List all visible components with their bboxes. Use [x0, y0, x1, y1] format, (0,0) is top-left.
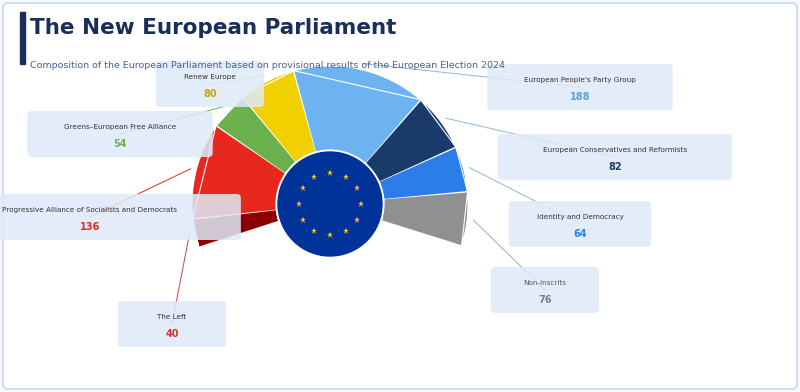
Text: The Left: The Left	[158, 314, 186, 320]
FancyBboxPatch shape	[156, 61, 264, 107]
Text: 136: 136	[80, 222, 100, 232]
Text: Progressive Alliance of Socialists and Democrats: Progressive Alliance of Socialists and D…	[2, 207, 178, 213]
Polygon shape	[217, 98, 295, 173]
Text: Identity and Democracy: Identity and Democracy	[537, 214, 623, 220]
Polygon shape	[192, 127, 286, 218]
FancyBboxPatch shape	[118, 301, 226, 347]
FancyBboxPatch shape	[0, 194, 241, 240]
Text: Renew Europe: Renew Europe	[184, 74, 236, 80]
Text: 82: 82	[608, 162, 622, 172]
FancyBboxPatch shape	[3, 3, 797, 389]
FancyBboxPatch shape	[509, 201, 651, 247]
Polygon shape	[379, 148, 467, 199]
FancyBboxPatch shape	[27, 111, 213, 157]
Text: 76: 76	[538, 295, 552, 305]
Polygon shape	[243, 71, 315, 162]
Text: Composition of the European Parliament based on provisional results of the Europ: Composition of the European Parliament b…	[30, 61, 505, 70]
Bar	[20, 12, 25, 64]
Text: The New European Parliament: The New European Parliament	[30, 18, 396, 38]
Text: 40: 40	[166, 329, 178, 339]
Text: 188: 188	[570, 92, 590, 102]
Text: 64: 64	[574, 229, 586, 239]
Text: Greens–European Free Alliance: Greens–European Free Alliance	[64, 124, 176, 130]
FancyBboxPatch shape	[487, 64, 673, 110]
Polygon shape	[382, 192, 468, 245]
FancyBboxPatch shape	[498, 134, 732, 180]
Polygon shape	[294, 66, 420, 163]
Text: 54: 54	[114, 139, 126, 149]
Text: European Conservatives and Reformists: European Conservatives and Reformists	[543, 147, 687, 153]
FancyBboxPatch shape	[491, 267, 599, 313]
Text: Non-Inscrits: Non-Inscrits	[523, 280, 566, 286]
Text: 80: 80	[203, 89, 217, 99]
Polygon shape	[193, 210, 278, 247]
Text: European People's Party Group: European People's Party Group	[524, 77, 636, 83]
Polygon shape	[366, 100, 455, 181]
Circle shape	[278, 152, 382, 256]
